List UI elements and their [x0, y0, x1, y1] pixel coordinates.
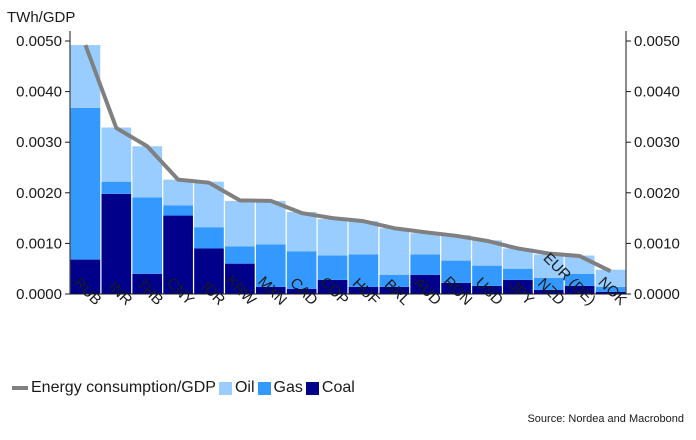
bar-coal-eur-de-	[564, 285, 595, 294]
right-tick-label: 0.0010	[634, 235, 680, 252]
bar-gas-brl	[379, 274, 410, 287]
left-tick-label: 0.0050	[16, 33, 62, 50]
legend-label-line: Energy consumption/GDP	[31, 379, 216, 396]
bar-coal-nok	[595, 291, 626, 294]
bar-coal-usd	[472, 285, 502, 294]
left-tick-label: 0.0030	[16, 134, 62, 151]
bar-coal-brl	[379, 286, 410, 294]
bar-gas-nok	[595, 286, 626, 292]
legend-item-gas: Gas	[257, 379, 303, 397]
bar-gas-nzd	[533, 277, 564, 290]
bar-gas-ron	[441, 260, 471, 283]
bar-oil-inr	[101, 127, 132, 182]
bar-gas-huf	[348, 254, 379, 287]
bar-coal-idr	[194, 248, 224, 294]
legend-line-swatch	[12, 386, 28, 390]
bar-coal-inr	[101, 193, 132, 294]
bar-oil-jpy	[503, 248, 533, 269]
bar-gas-cny	[163, 205, 193, 216]
y-axis-label: TWh/GDP	[7, 9, 75, 26]
bar-gas-aud	[410, 254, 441, 275]
line-series	[83, 44, 612, 274]
bar-oil-mxn	[255, 200, 286, 245]
bar-coal-aud	[410, 274, 441, 294]
bar-oil-cop	[317, 219, 348, 256]
bar-oil-krw	[225, 200, 255, 247]
legend-label-gas: Gas	[273, 379, 303, 396]
bar-coal-rub	[70, 259, 101, 294]
bar-oil-thb	[132, 146, 163, 198]
right-tick-label: 0.0040	[634, 84, 680, 101]
legend-oil-swatch	[218, 381, 232, 395]
bar-oil-cad	[286, 212, 317, 252]
bar-oil-cny	[163, 179, 193, 206]
axes	[65, 31, 631, 295]
bar-coal-huf	[348, 286, 379, 294]
left-tick-label: 0.0010	[16, 235, 62, 252]
source-note: Source: Nordea and Macrobond	[527, 413, 684, 425]
legend-item-oil: Oil	[218, 379, 255, 397]
legend-label-oil: Oil	[234, 379, 255, 396]
bar-coal-mxn	[255, 286, 286, 294]
bar-gas-cop	[317, 255, 348, 280]
bar-coal-krw	[225, 263, 255, 294]
left-tick-label: 0.0040	[16, 84, 62, 101]
bar-coal-cny	[163, 215, 193, 294]
legend: Energy consumption/GDP Oil Gas Coal	[12, 379, 358, 397]
bar-oil-brl	[379, 228, 410, 275]
bar-coal-jpy	[503, 279, 533, 294]
bar-oil-ron	[441, 235, 471, 261]
legend-label-coal: Coal	[321, 379, 355, 396]
bar-oil-aud	[410, 233, 441, 255]
bar-gas-jpy	[503, 268, 533, 280]
bar-coal-cop	[317, 279, 348, 294]
bar-coal-cad	[286, 288, 317, 294]
bar-gas-krw	[225, 246, 255, 264]
bar-gas-inr	[101, 181, 132, 194]
legend-item-coal: Coal	[305, 379, 355, 397]
right-tick-label: 0.0000	[634, 286, 680, 303]
legend-coal-swatch	[305, 381, 319, 395]
bar-gas-mxn	[255, 244, 286, 287]
bar-oil-huf	[348, 221, 379, 255]
bar-gas-usd	[472, 265, 502, 286]
bar-coal-nzd	[533, 289, 564, 294]
bar-gas-rub	[70, 107, 101, 260]
bar-oil-nzd	[533, 254, 564, 278]
bar-gas-thb	[132, 197, 163, 274]
bar-gas-cad	[286, 251, 317, 289]
legend-gas-swatch	[257, 381, 271, 395]
right-tick-label: 0.0030	[634, 134, 680, 151]
right-tick-label: 0.0050	[634, 33, 680, 50]
right-tick-label: 0.0020	[634, 185, 680, 202]
left-tick-label: 0.0000	[16, 286, 62, 303]
bar-coal-thb	[132, 273, 163, 294]
line-energy-consumption-gdp	[83, 44, 612, 274]
bars	[70, 45, 626, 294]
bar-gas-eur-de-	[564, 273, 595, 286]
tick-labels: 0.0000 0.0000 0.0010 0.0010 0.0020 0.0020 0.00…	[16, 33, 680, 303]
bar-coal-ron	[441, 282, 471, 294]
left-tick-label: 0.0020	[16, 185, 62, 202]
bar-oil-nok	[595, 269, 626, 287]
bar-gas-idr	[194, 227, 224, 249]
legend-item-line: Energy consumption/GDP	[12, 379, 216, 397]
